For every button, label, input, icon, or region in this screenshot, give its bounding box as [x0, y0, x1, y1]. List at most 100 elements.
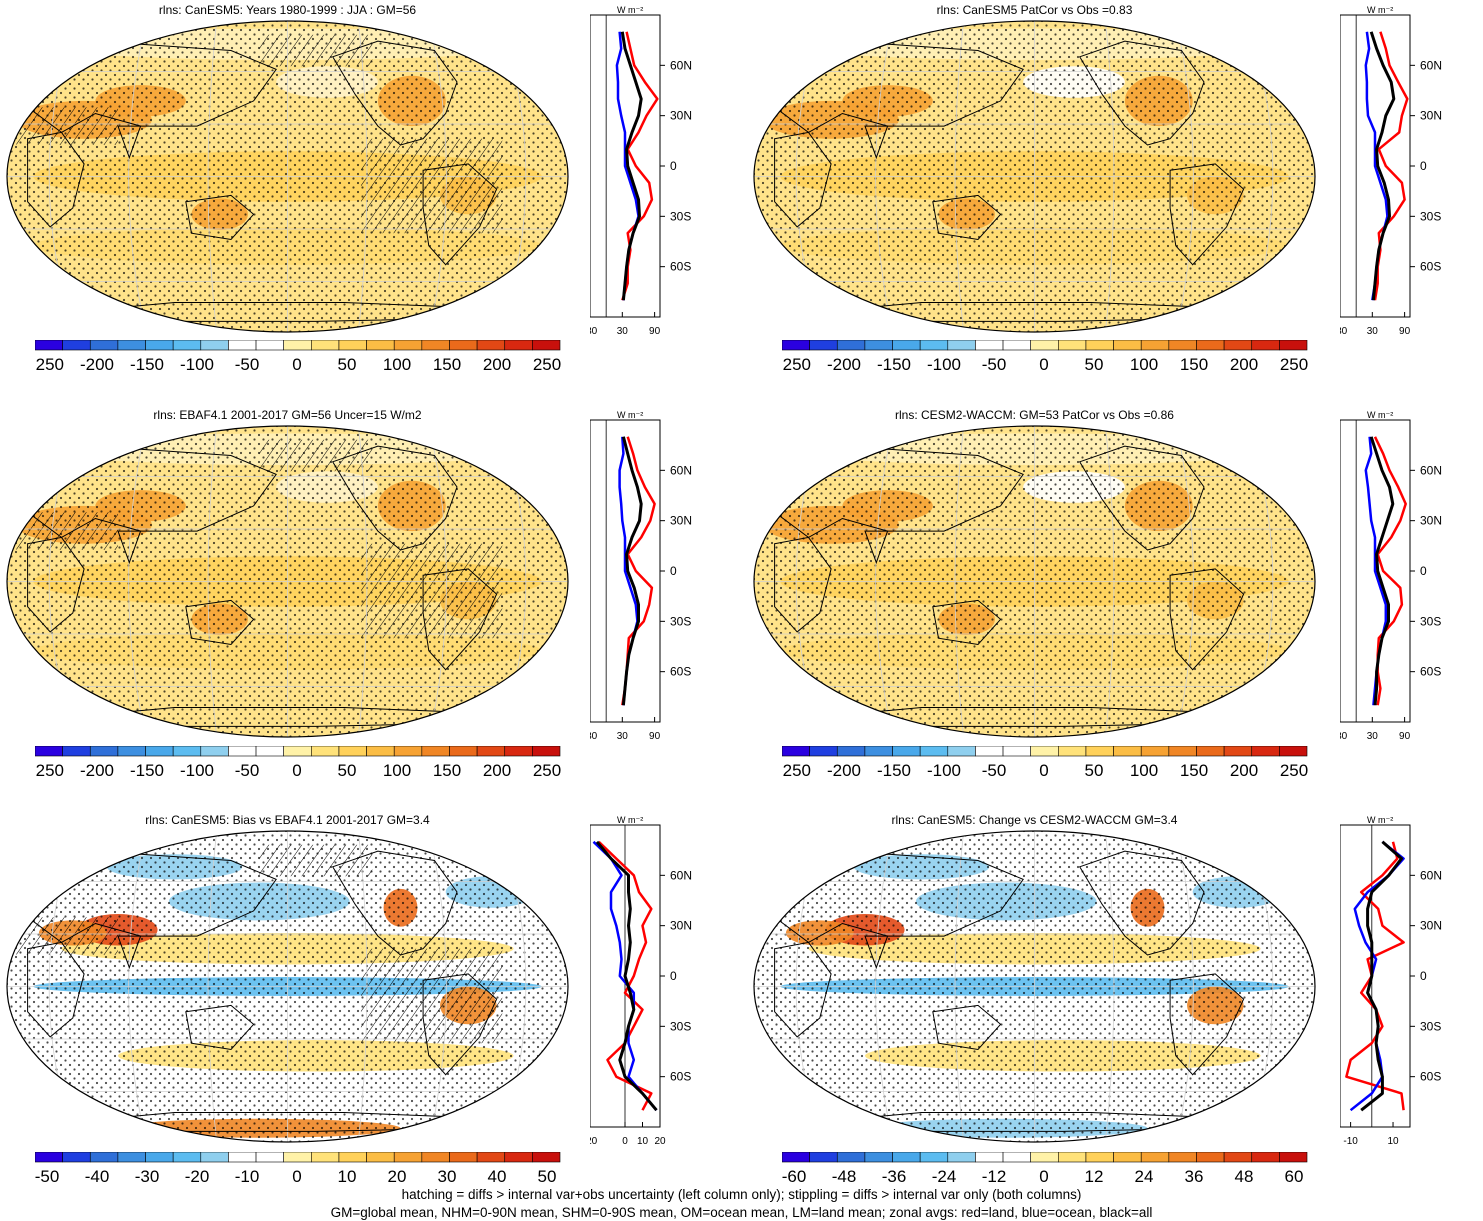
colorbar-label: -250 — [782, 355, 811, 374]
colorbar-label: -150 — [877, 355, 911, 374]
panel-title: rlns: CanESM5: Bias vs EBAF4.1 2001-2017… — [145, 813, 430, 827]
colorbar-swatch — [393, 340, 423, 351]
zonal-x-label: -20 — [590, 1136, 598, 1147]
zonal-unit-label: W m⁻² — [1367, 410, 1393, 420]
colorbar-label: 200 — [483, 355, 511, 374]
colorbar-swatch — [782, 340, 810, 351]
colorbar-swatch — [1140, 340, 1170, 351]
colorbar-swatch — [476, 746, 506, 757]
map-border — [6, 830, 569, 1143]
colorbar-swatch — [1085, 746, 1114, 757]
colorbar-swatch — [421, 1152, 450, 1163]
coastline-india — [117, 125, 142, 160]
colorbar-label: 200 — [1230, 355, 1258, 374]
coastline-australia — [185, 599, 255, 646]
colorbar-swatch — [89, 340, 119, 351]
colorbar-swatch — [892, 340, 921, 351]
colorbar-swatch — [1223, 1152, 1253, 1163]
colorbar-swatch — [449, 1152, 478, 1163]
zonal-lat-label: 60S — [1420, 260, 1441, 274]
colorbar-label: 0 — [1039, 1167, 1048, 1186]
zonal-series-all — [1360, 840, 1403, 1112]
graticule-meridian — [1104, 21, 1115, 332]
colorbar-label: -30 — [135, 1167, 160, 1186]
graticule-meridian — [207, 831, 218, 1142]
zonal-lat-label: 60N — [670, 868, 692, 882]
zonal-x-label: 90 — [1399, 731, 1411, 742]
colorbar-swatch — [145, 340, 174, 351]
colorbar-swatch — [782, 746, 810, 757]
colorbar-swatch — [532, 1152, 561, 1163]
coastline-north-america — [1078, 40, 1205, 146]
colorbar-swatch — [809, 1152, 838, 1163]
hatching-africa — [16, 107, 118, 145]
zonal-lat-label: 0 — [670, 969, 677, 983]
colorbar-swatch — [864, 746, 893, 757]
colorbar-swatch — [393, 746, 423, 757]
zonal-average-plot: W m⁻² 60N 30N 0 30S 60S -30 30 90 — [590, 410, 692, 742]
colorbar-label: 100 — [383, 355, 411, 374]
colorbar-label: 50 — [538, 1167, 557, 1186]
colorbar-label: -50 — [982, 355, 1007, 374]
zonal-lat-label: 0 — [1420, 969, 1427, 983]
zonal-lat-label: 60S — [670, 1070, 691, 1084]
zonal-x-label: 30 — [1367, 731, 1379, 742]
colorbar-label: -50 — [982, 761, 1007, 780]
colorbar-label: -200 — [827, 355, 861, 374]
coastline-north-america — [331, 445, 458, 551]
colorbar-swatch — [62, 340, 91, 351]
graticule-meridian — [128, 426, 147, 737]
colorbar-swatch — [311, 746, 340, 757]
colorbar-swatch — [35, 340, 63, 351]
zonal-lat-label: 60S — [670, 260, 691, 274]
colorbar-swatch — [338, 340, 367, 351]
footer-line-1: hatching = diffs > internal var+obs unce… — [401, 1187, 1082, 1202]
colorbar-label: -40 — [85, 1167, 110, 1186]
colorbar-label: -100 — [180, 761, 214, 780]
colorbar-label: 50 — [1085, 761, 1104, 780]
zonal-average-plot: W m⁻² 60N 30N 0 30S 60S -30 30 90 — [590, 5, 692, 337]
colorbar-swatch — [836, 1152, 866, 1163]
colorbar-swatch — [1030, 340, 1059, 351]
zonal-series-ocean — [592, 840, 658, 1112]
panel-title: rlns: CanESM5: Years 1980-1999 : JJA : G… — [158, 3, 417, 17]
colorbar-swatch — [1251, 746, 1280, 757]
colorbar-swatch — [393, 1152, 423, 1163]
colorbar-label: -50 — [235, 355, 260, 374]
zonal-x-label: 10 — [1387, 1136, 1399, 1147]
colorbar-label: 250 — [533, 355, 561, 374]
colorbar-label: 150 — [433, 355, 461, 374]
colorbar-label: -36 — [882, 1167, 907, 1186]
colorbar-swatch — [476, 340, 506, 351]
zonal-lat-label: 30N — [1420, 919, 1442, 933]
colorbar-label: 250 — [533, 761, 561, 780]
colorbar-label: 12 — [1085, 1167, 1104, 1186]
colorbar-swatch — [283, 1152, 312, 1163]
coastline-south-america — [422, 568, 498, 671]
colorbar-label: 150 — [1180, 761, 1208, 780]
colorbar-swatch — [1113, 340, 1142, 351]
colorbar-swatch — [35, 746, 63, 757]
zonal-lat-label: 30N — [670, 919, 692, 933]
colorbar-label: 50 — [338, 355, 357, 374]
graticule-meridian — [954, 426, 965, 737]
colorbar-label: -150 — [130, 355, 164, 374]
coastline-south-america — [1169, 973, 1245, 1076]
graticule-meridian — [128, 831, 147, 1142]
colorbar-label: -10 — [235, 1167, 260, 1186]
colorbar-swatch — [89, 1152, 119, 1163]
colorbar-swatch — [809, 340, 838, 351]
colorbar-swatch — [1140, 746, 1170, 757]
colorbar-swatch — [117, 340, 146, 351]
colorbar-swatch — [1113, 1152, 1142, 1163]
colorbar-swatch — [919, 1152, 949, 1163]
colorbar-swatch — [1058, 340, 1087, 351]
hatching-sa — [360, 138, 503, 234]
colorbar-swatch — [311, 1152, 340, 1163]
zonal-series-land — [597, 840, 653, 1111]
colorbar-swatch — [421, 746, 450, 757]
coastline-australia — [185, 194, 255, 241]
zonal-lat-label: 60N — [1420, 868, 1442, 882]
colorbar-swatch — [864, 1152, 893, 1163]
colorbar-swatch — [200, 340, 229, 351]
